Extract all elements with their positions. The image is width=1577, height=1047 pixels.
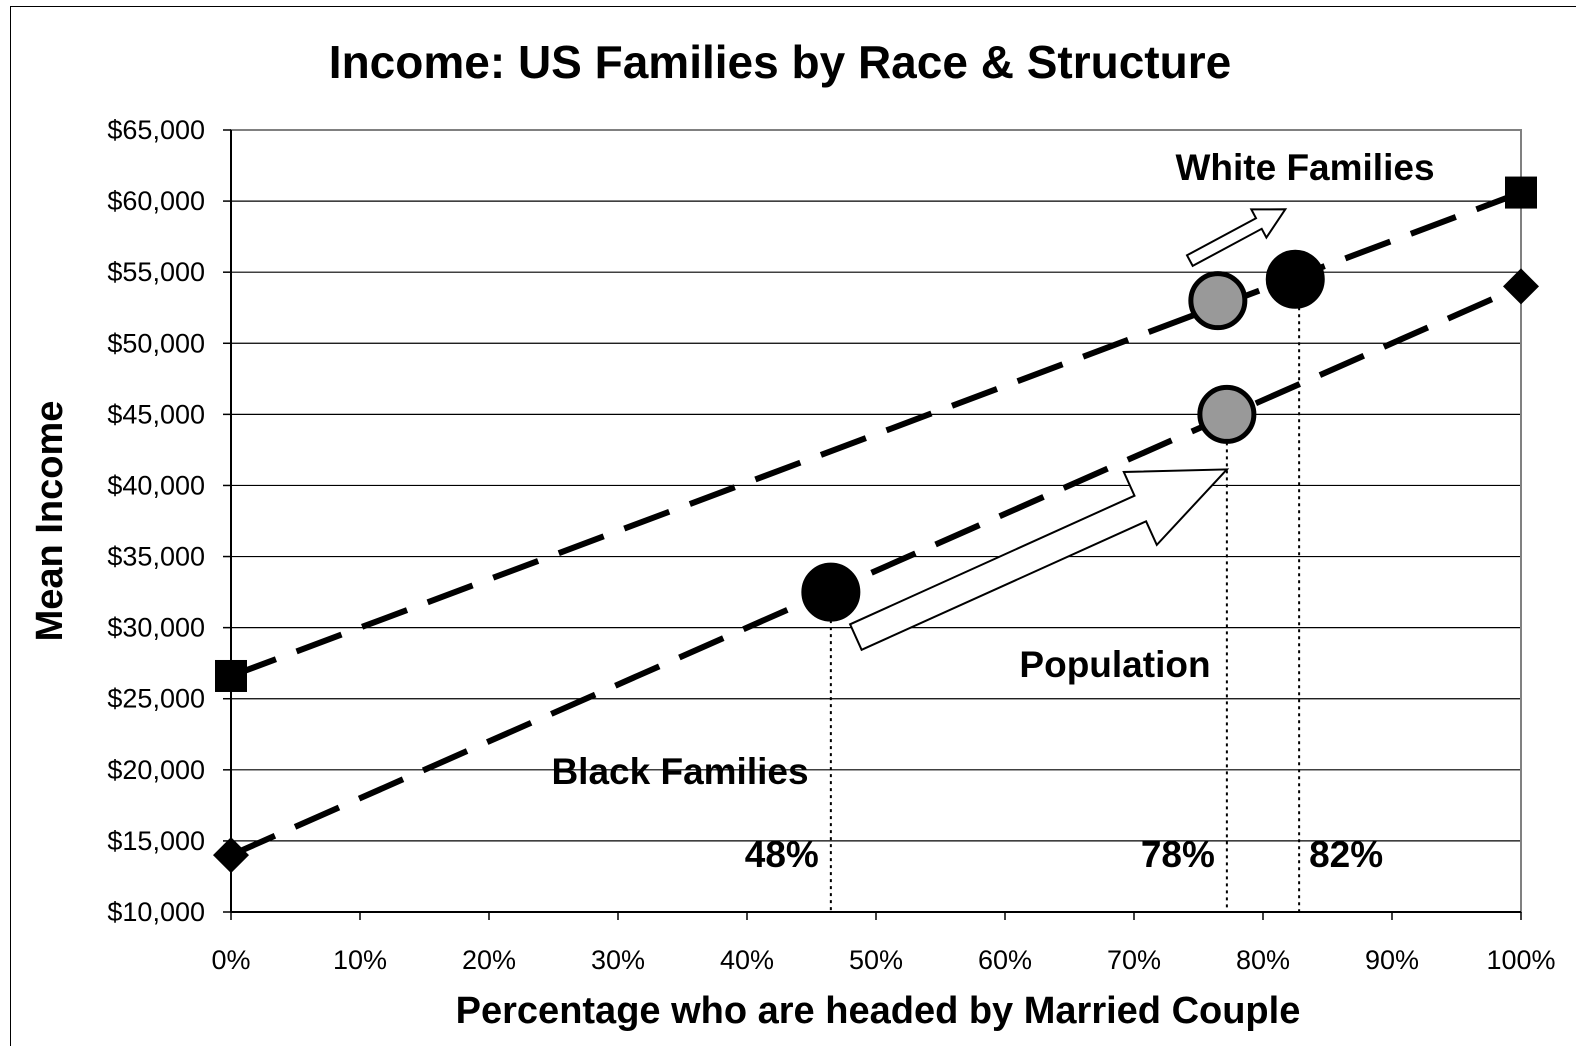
y-axis-label: Mean Income (29, 401, 71, 642)
x-tick-label: 70% (1107, 945, 1161, 975)
percent-label: 48% (745, 834, 819, 875)
x-tick-label: 10% (333, 945, 387, 975)
y-tick-label: $35,000 (107, 542, 205, 572)
x-tick-label: 40% (720, 945, 774, 975)
x-tick-label: 80% (1236, 945, 1290, 975)
y-tick-label: $55,000 (107, 257, 205, 287)
chart-title: Income: US Families by Race & Structure (329, 36, 1231, 88)
series-lines (229, 189, 1523, 858)
x-tick-label: 20% (462, 945, 516, 975)
highlight-point (1188, 271, 1248, 331)
highlight-point (801, 562, 861, 622)
y-tick-label: $10,000 (107, 897, 205, 927)
y-tick-label: $50,000 (107, 328, 205, 358)
population-shift-arrow (848, 468, 1230, 652)
percent-label: 78% (1141, 834, 1215, 875)
y-tick-label: $20,000 (107, 755, 205, 785)
y-tick-label: $25,000 (107, 684, 205, 714)
x-tick-label: 50% (849, 945, 903, 975)
series-line (229, 189, 1523, 679)
annotation-white-families: White Families (1175, 147, 1434, 188)
x-axis-label: Percentage who are headed by Married Cou… (456, 990, 1301, 1032)
highlight-point (1197, 384, 1257, 444)
plot-area (230, 129, 1522, 913)
endpoint-markers (213, 176, 1539, 874)
series-line (229, 283, 1523, 858)
chart-frame (10, 6, 1576, 1046)
percent-label: 82% (1309, 834, 1383, 875)
x-tick-label: 30% (591, 945, 645, 975)
y-tick-label: $45,000 (107, 399, 205, 429)
x-axis-ticks: 0% 10% 20% 30% 40% 50% 60% 70% 80% 90% 100% (211, 911, 1556, 975)
x-tick-label: 90% (1365, 945, 1419, 975)
y-tick-label: $60,000 (107, 186, 205, 216)
square-marker (215, 659, 247, 692)
highlight-points (801, 249, 1325, 622)
white-shift-arrow (1185, 208, 1288, 268)
y-tick-label: $30,000 (107, 613, 205, 643)
annotation-population: Population (1019, 644, 1210, 685)
annotation-black-families: Black Families (551, 751, 808, 792)
diamond-marker (1503, 268, 1539, 305)
y-tick-label: $65,000 (107, 115, 205, 145)
percent-labels: 48% 78% 82% (745, 834, 1383, 875)
gridlines (231, 200, 1521, 842)
square-marker (1505, 176, 1537, 209)
x-tick-label: 60% (978, 945, 1032, 975)
shift-arrows (848, 208, 1288, 652)
diamond-marker (213, 837, 249, 874)
y-axis-ticks: $10,000 $15,000 $20,000 $25,000 $30,000 $35,0… (107, 115, 232, 927)
drop-lines (829, 279, 1301, 912)
x-tick-label: 100% (1486, 945, 1555, 975)
y-tick-label: $15,000 (107, 826, 205, 856)
y-tick-label: $40,000 (107, 470, 205, 500)
highlight-point (1265, 249, 1325, 309)
x-tick-label: 0% (211, 945, 250, 975)
